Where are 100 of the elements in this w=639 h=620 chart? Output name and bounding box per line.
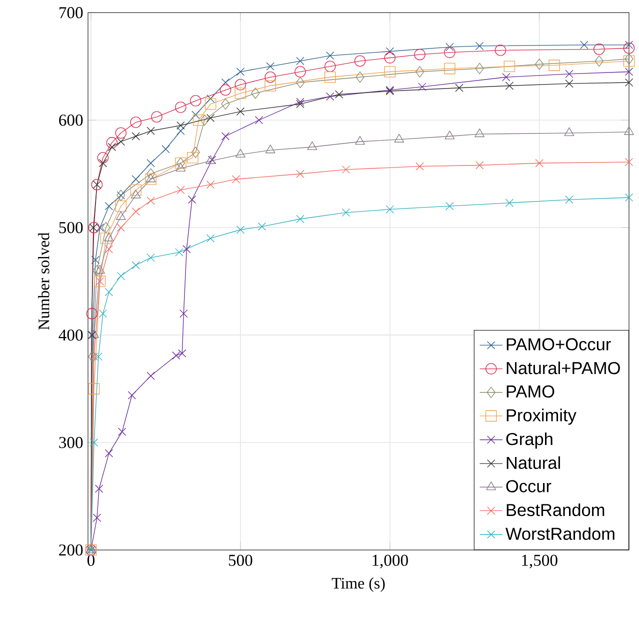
point (354, 55, 366, 67)
point (206, 114, 215, 122)
point (146, 372, 155, 380)
point (182, 245, 191, 254)
point (494, 44, 506, 56)
legend-label: PAMO (506, 385, 554, 398)
point (151, 111, 162, 123)
point (251, 88, 260, 99)
point (324, 60, 336, 72)
point (474, 128, 484, 138)
point (88, 222, 100, 234)
point (502, 73, 510, 82)
point (624, 68, 634, 76)
point (206, 234, 215, 242)
point (236, 68, 245, 76)
point (624, 193, 634, 202)
point (326, 52, 334, 60)
point (446, 202, 454, 210)
point (234, 88, 246, 99)
point (356, 71, 364, 83)
point (342, 208, 350, 217)
point (186, 152, 198, 164)
point (130, 190, 141, 198)
point (92, 514, 102, 522)
point (175, 102, 186, 113)
legend-label: Proximity (506, 408, 576, 425)
point (104, 245, 114, 254)
point (104, 288, 114, 296)
y-tick-label: 400 (58, 329, 83, 341)
point (116, 211, 126, 220)
point (475, 161, 484, 170)
point (176, 121, 185, 130)
point (108, 142, 116, 152)
point (455, 84, 464, 92)
point (446, 42, 454, 52)
point (146, 254, 155, 262)
point (115, 200, 127, 212)
point (97, 152, 109, 164)
y-tick-label: 500 (59, 222, 83, 234)
legend-label: BestRandom (506, 503, 604, 516)
point (200, 114, 209, 126)
point (535, 159, 544, 168)
point (234, 79, 246, 90)
legend-label: Graph (506, 432, 552, 449)
point (204, 98, 216, 110)
point (180, 309, 188, 318)
legend-label: Natural+PAMO (506, 362, 620, 374)
point (176, 126, 185, 135)
point (580, 40, 588, 49)
point (106, 137, 118, 148)
point (128, 391, 136, 400)
point (146, 159, 155, 168)
point (221, 98, 230, 110)
point (504, 60, 516, 72)
point (564, 127, 574, 136)
point (146, 126, 155, 135)
point (418, 82, 426, 91)
point (206, 180, 215, 189)
point (118, 428, 126, 436)
point (265, 144, 276, 154)
point (444, 62, 456, 74)
point (294, 66, 306, 78)
point (132, 261, 140, 270)
point (132, 132, 140, 140)
point (146, 168, 156, 180)
point (88, 383, 100, 394)
point (90, 438, 98, 447)
point (98, 159, 108, 168)
point (355, 136, 365, 145)
point (296, 170, 304, 178)
point (624, 78, 634, 87)
point (94, 484, 104, 493)
point (104, 449, 114, 458)
point (258, 222, 266, 231)
point (100, 232, 112, 244)
point (624, 126, 634, 135)
point (86, 308, 98, 320)
point (342, 165, 350, 174)
point (624, 40, 634, 49)
point (505, 198, 514, 207)
point (102, 222, 110, 234)
point (334, 90, 344, 98)
point (324, 71, 336, 83)
point (130, 184, 142, 196)
legend-label: PAMO+Occur (506, 338, 611, 350)
y-axis-title: Number solved (38, 232, 50, 330)
point (192, 110, 200, 119)
point (104, 202, 114, 210)
point (565, 196, 574, 204)
point (220, 84, 232, 96)
point (505, 82, 514, 90)
point (444, 46, 456, 58)
x-tick-label: 1,000 (372, 554, 408, 568)
point (565, 70, 574, 78)
point (565, 80, 574, 88)
point (221, 132, 230, 140)
point (475, 42, 484, 50)
point (254, 116, 264, 124)
point (384, 52, 396, 64)
point (307, 141, 318, 150)
